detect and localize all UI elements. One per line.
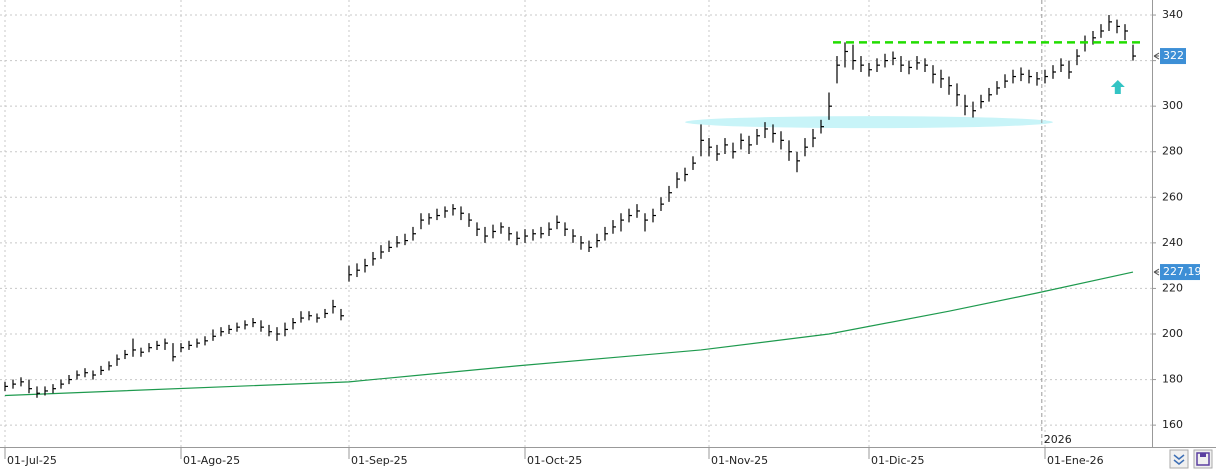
price-box xyxy=(1160,48,1186,65)
price-pointer xyxy=(1153,268,1160,276)
y-tick-label: 160 xyxy=(1162,418,1183,431)
x-tick-label: 01-Oct-25 xyxy=(527,454,582,467)
y-tick-label: 340 xyxy=(1162,8,1183,21)
signal-arrow xyxy=(1110,79,1125,94)
y-tick-label: 220 xyxy=(1162,281,1183,294)
x-tick-label: 01-Sep-25 xyxy=(351,454,408,467)
price-pointer xyxy=(1153,52,1160,60)
x-tick-label: 01-Ene-26 xyxy=(1047,454,1104,467)
price-label: 227,19 xyxy=(1163,265,1202,278)
price-box xyxy=(1160,264,1200,281)
y-tick-label: 280 xyxy=(1162,145,1183,158)
save-icon-slot xyxy=(1200,453,1206,457)
x-tick-label: 01-Ago-25 xyxy=(183,454,240,467)
save-button[interactable] xyxy=(1193,449,1213,469)
x-tick-label: 01-Dic-25 xyxy=(871,454,925,467)
support-zone xyxy=(685,116,1053,129)
y-tick-label: 180 xyxy=(1162,373,1183,386)
y-tick-label: 240 xyxy=(1162,236,1183,249)
x-tick-label: 01-Jul-25 xyxy=(7,454,57,467)
x-tick-label: 01-Nov-25 xyxy=(711,454,768,467)
y-tick-label: 260 xyxy=(1162,190,1183,203)
price-label: 322 xyxy=(1163,49,1184,62)
plot-area xyxy=(0,0,1152,447)
year-marker-label: 2026 xyxy=(1044,433,1072,446)
moving-average xyxy=(4,271,1134,397)
y-tick-label: 200 xyxy=(1162,327,1183,340)
collapse-icon xyxy=(1173,454,1185,465)
y-tick-label: 300 xyxy=(1162,99,1183,112)
